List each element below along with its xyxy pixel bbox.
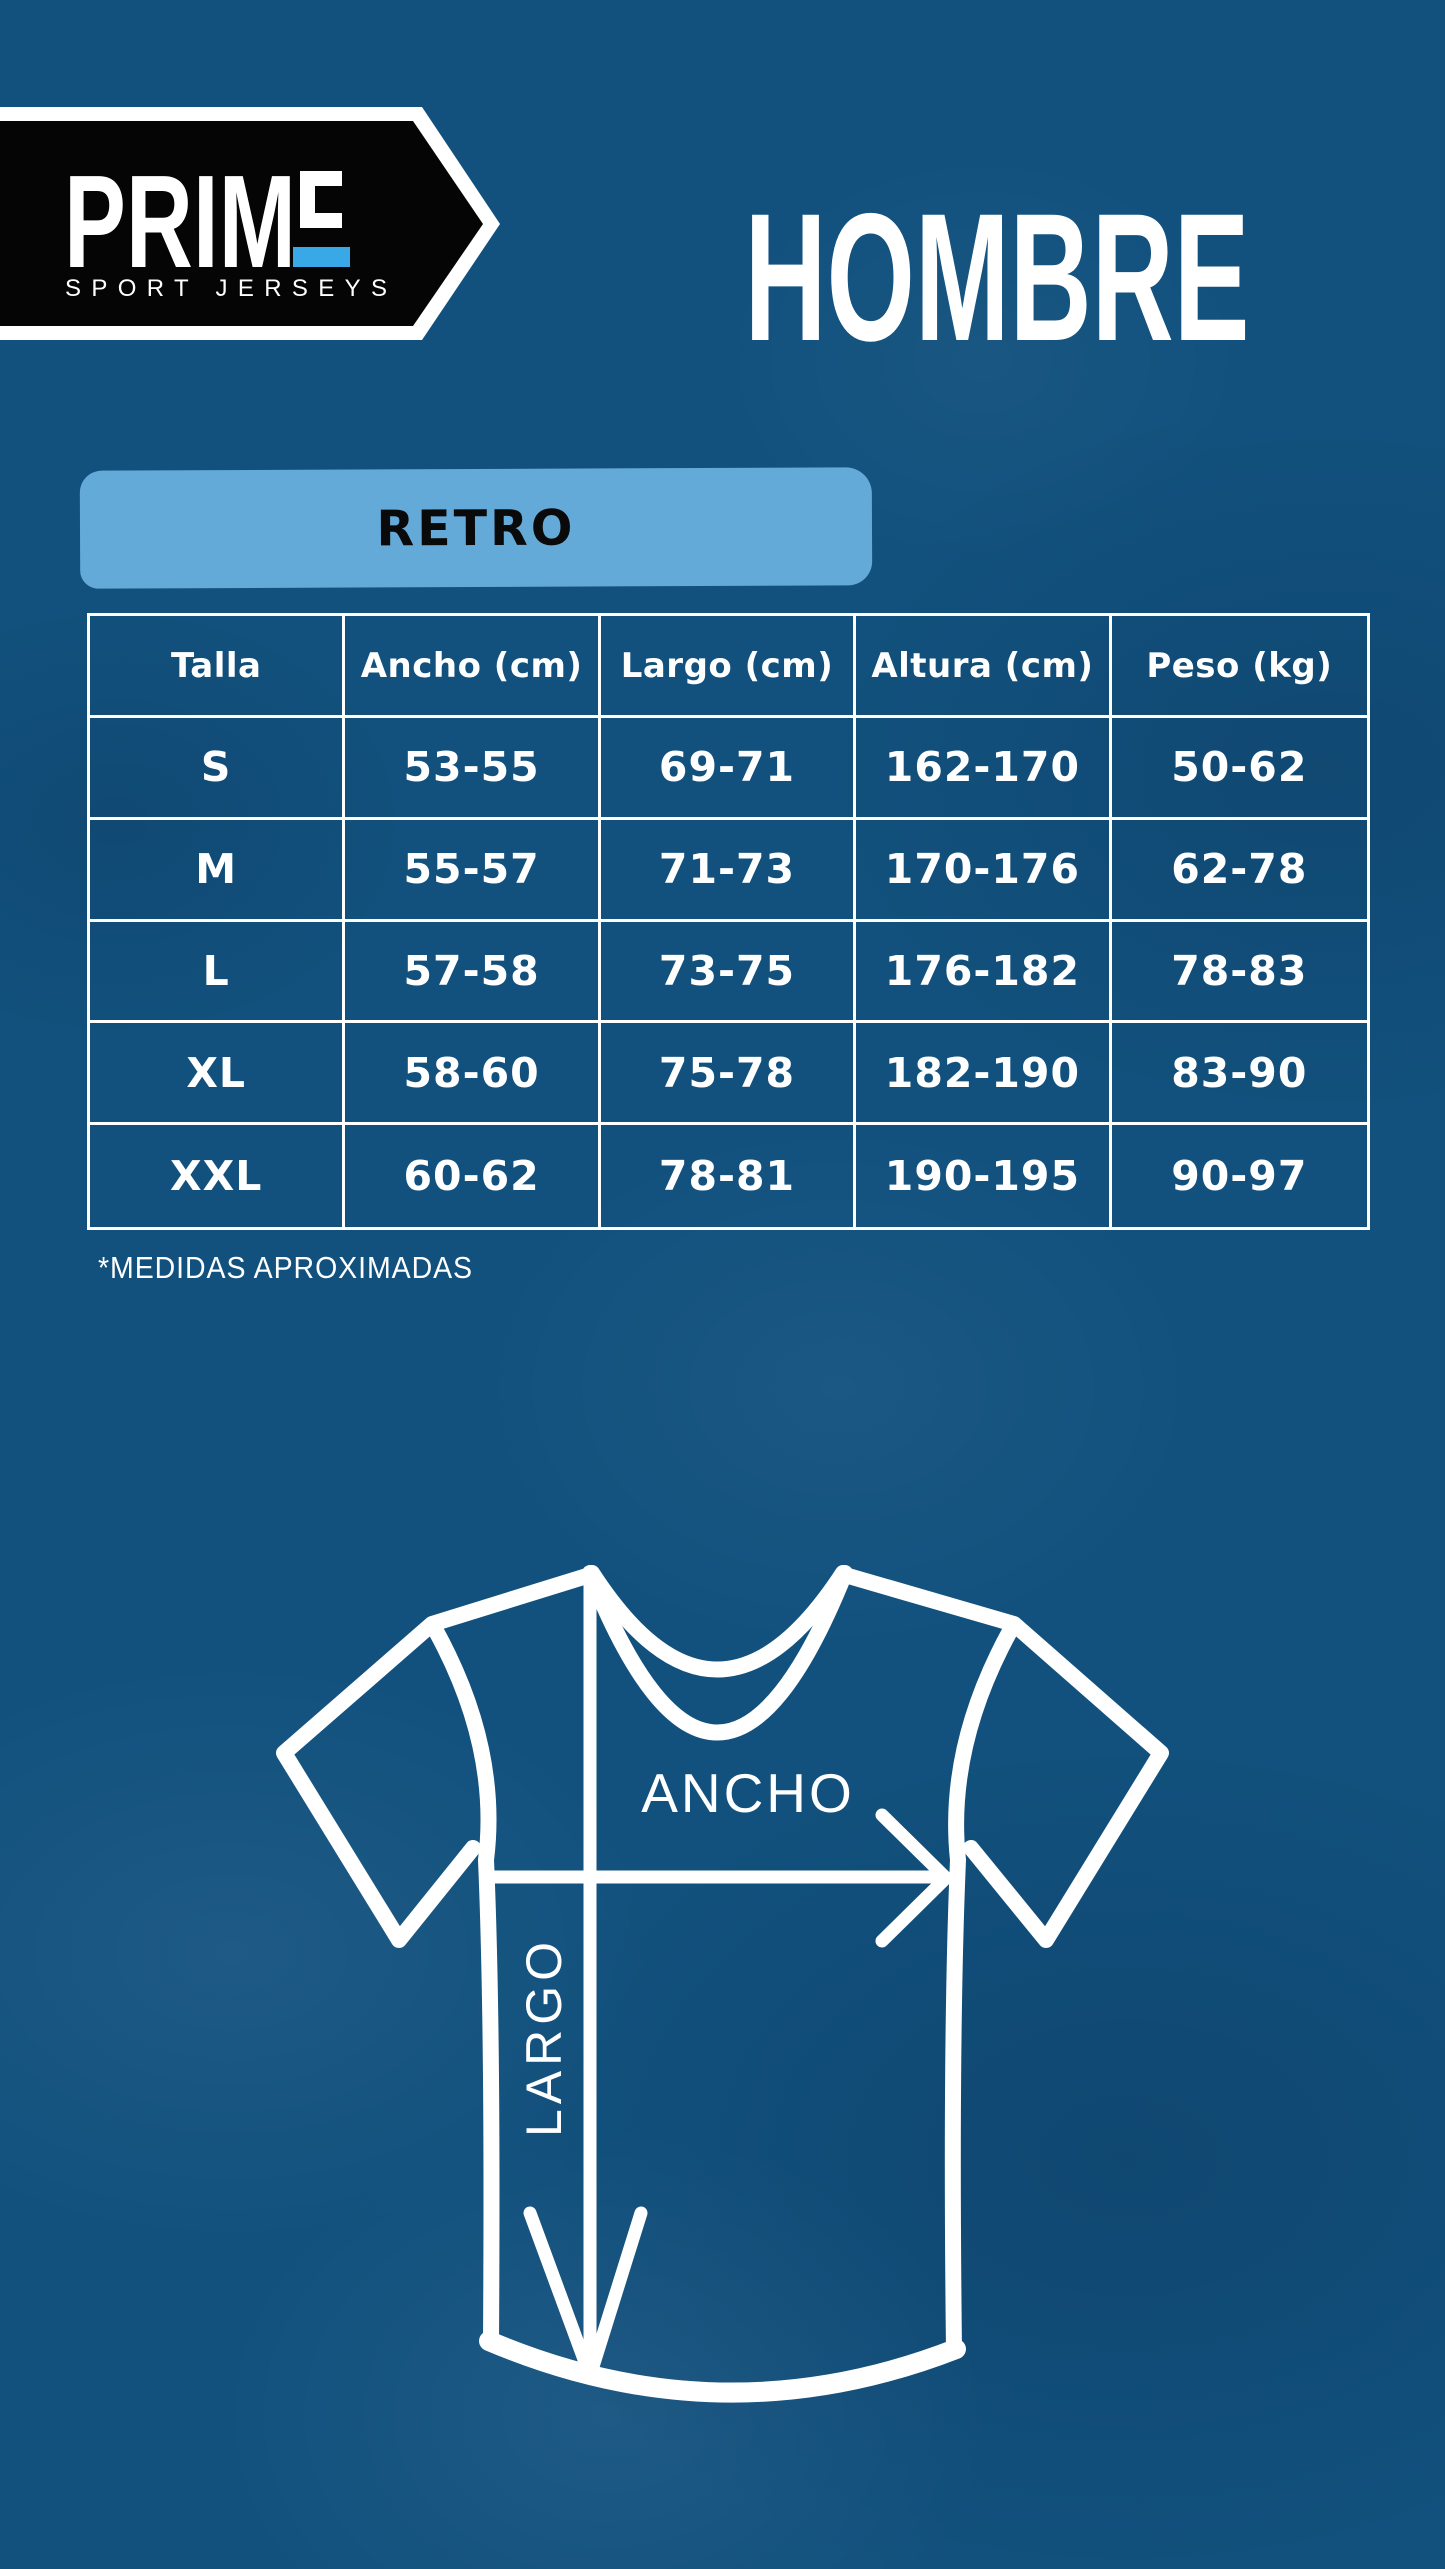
size-cell: 78-83 xyxy=(1111,922,1367,1024)
length-label: LARGO xyxy=(516,1937,572,2137)
col-header-largo: Largo (cm) xyxy=(600,616,857,718)
size-cell: 176-182 xyxy=(856,921,1112,1024)
size-cell: L xyxy=(90,921,346,1024)
size-cell: 55-57 xyxy=(345,819,601,922)
brand-subtitle: SPORT JERSEYS xyxy=(65,275,387,302)
size-cell: S xyxy=(90,718,346,820)
size-cell: 62-78 xyxy=(1111,820,1367,922)
col-header-ancho: Ancho (cm) xyxy=(345,616,601,718)
size-cell: 57-58 xyxy=(345,921,601,1024)
brand-e-glyph xyxy=(300,171,342,228)
tshirt-outline-icon xyxy=(276,1565,1169,2403)
length-arrowhead-icon xyxy=(523,2206,648,2380)
page-title: HOMBRE xyxy=(745,198,1250,348)
pennant-icon xyxy=(0,121,483,326)
size-cell: XL xyxy=(90,1023,346,1126)
size-cell: 162-170 xyxy=(856,718,1112,820)
size-cell: 170-176 xyxy=(856,819,1112,922)
size-cell: 69-71 xyxy=(600,718,857,820)
col-header-peso: Peso (kg) xyxy=(1111,616,1367,718)
col-header-talla: Talla xyxy=(90,616,346,718)
width-label: ANCHO xyxy=(641,1762,855,1824)
size-cell: 60-62 xyxy=(345,1125,601,1227)
col-header-altura: Altura (cm) xyxy=(856,616,1112,718)
brand-logo: PRIM SPORT JERSEYS xyxy=(0,107,500,340)
size-cell: 53-55 xyxy=(345,718,601,820)
brand-wordmark: PRIM xyxy=(64,148,296,295)
measurements-footnote: *MEDIDAS APROXIMADAS xyxy=(98,1250,473,1285)
size-cell: 71-73 xyxy=(600,819,857,922)
size-cell: 83-90 xyxy=(1111,1023,1367,1126)
category-label: RETRO xyxy=(376,499,576,557)
size-table: Talla Ancho (cm) Largo (cm) Altura (cm) … xyxy=(87,613,1370,1230)
size-cell: M xyxy=(90,819,346,922)
size-cell: XXL xyxy=(90,1125,346,1227)
size-cell: 75-78 xyxy=(600,1023,857,1126)
size-cell: 58-60 xyxy=(345,1023,601,1126)
size-cell: 78-81 xyxy=(601,1125,857,1227)
tshirt-measure-diagram: ANCHO LARGO xyxy=(276,1565,1169,2403)
size-cell: 182-190 xyxy=(856,1023,1112,1126)
brand-accent-bar xyxy=(293,247,350,267)
width-arrowhead-icon xyxy=(875,1808,953,1948)
size-cell: 50-62 xyxy=(1111,718,1367,820)
size-cell: 90-97 xyxy=(1171,1152,1308,1201)
size-cell: 190-195 xyxy=(856,1125,1112,1227)
category-banner: RETRO xyxy=(79,467,873,589)
size-cell: 73-75 xyxy=(600,921,857,1024)
page-title-text: HOMBRE xyxy=(745,198,1250,348)
